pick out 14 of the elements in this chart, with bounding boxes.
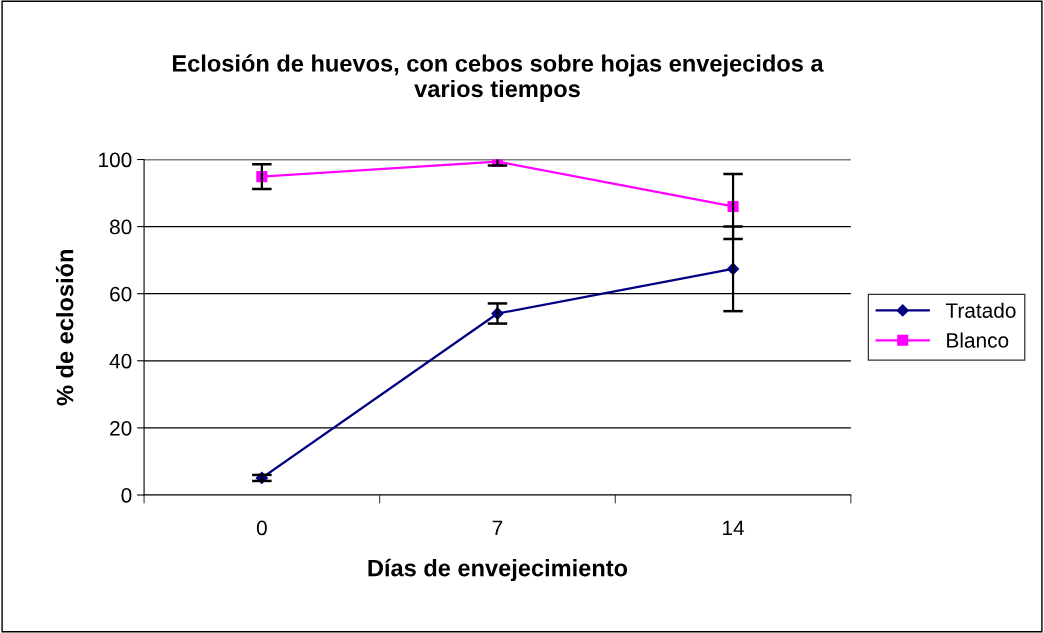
x-tick-label: 0 <box>256 520 267 536</box>
legend-label: Blanco <box>947 332 1009 348</box>
y-tick-label: 40 <box>109 353 132 369</box>
y-tick-label: 0 <box>121 488 132 503</box>
y-axis-title: % de eclosión <box>55 249 74 406</box>
x-axis-title: Días de envejecimiento <box>368 558 628 582</box>
y-tick-label: 20 <box>110 420 132 436</box>
x-tick-label: 14 <box>723 520 745 536</box>
chart-title: Eclosión de huevos, con cebos sobre hojas envejecidos a varios tiempos <box>173 54 824 102</box>
y-tick-label: 100 <box>99 152 132 168</box>
legend-label: Tratado <box>945 302 1016 318</box>
y-tick-label: 60 <box>110 286 132 302</box>
x-tick-label: 7 <box>492 520 503 536</box>
y-tick-label: 80 <box>110 219 132 235</box>
